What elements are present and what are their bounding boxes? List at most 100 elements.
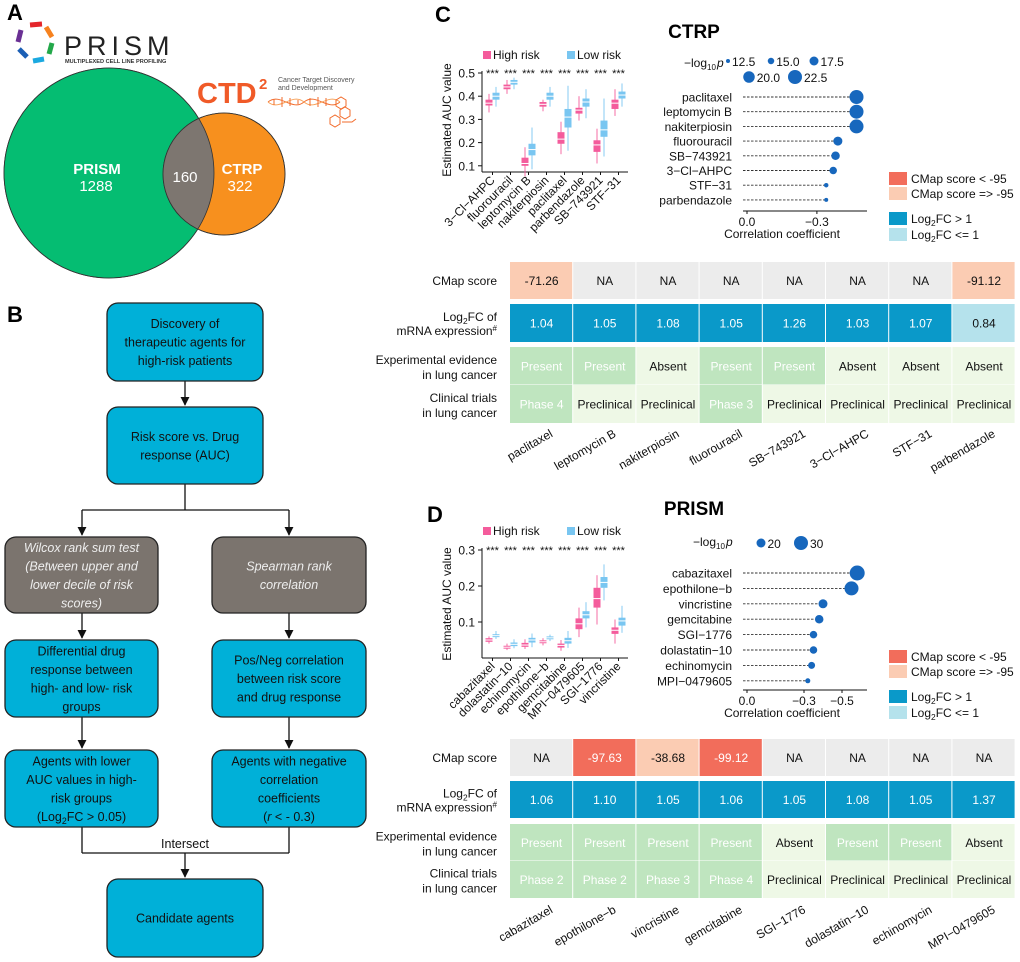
dotplot-drug-label: paclitaxel	[682, 91, 732, 105]
table-cell-evidence	[889, 824, 952, 861]
table-cell-trials-value: Preclinical	[957, 398, 1012, 412]
flow-node-text: coefficients	[258, 791, 320, 805]
table-cell-trials-value: Phase 4	[520, 398, 564, 412]
text-part: < - 0.3)	[271, 810, 314, 824]
box-low-risk	[546, 86, 554, 107]
dotplot-point	[829, 166, 837, 175]
dotplot-drug-label: SGI−1776	[678, 628, 733, 642]
table-cell-trials-value: Preclinical	[767, 873, 822, 887]
flow-node-pos-neg-correlation: Pos/Neg correlation between risk score and…	[211, 639, 367, 718]
y-tick-label: 0.2	[458, 580, 475, 594]
size-legend-label: 12.5	[732, 55, 756, 69]
table-cell-trials	[889, 385, 952, 423]
dotplot-drug-label: cabazitaxel	[672, 567, 732, 581]
dotplot-point	[849, 565, 865, 581]
dotplot-drug-label: dolastatin−10	[660, 644, 732, 658]
size-legend-dot	[743, 71, 755, 83]
significance-stars: ***	[540, 545, 554, 557]
table-cell-log2fc	[573, 781, 636, 818]
table-cell-cmap-value: NA	[786, 751, 803, 765]
box-high-risk	[485, 93, 493, 113]
table-cell-evidence-value: Absent	[776, 836, 814, 850]
flow-node-wilcox-rank-sum-test: Wilcox rank sum test (Between upper and lo…	[4, 536, 159, 614]
y-tick-label: 0.2	[458, 136, 475, 150]
row-label-log2fc: Log2FC of	[443, 787, 498, 803]
table-cell-cmap	[762, 739, 825, 776]
dotplot-drug-label: epothilone−b	[663, 582, 732, 596]
table-column-drug-label: vincristine	[628, 902, 681, 941]
venn-circle-prism-outline	[3, 67, 215, 279]
table-cell-cmap	[510, 739, 573, 776]
table-cell-evidence	[826, 824, 889, 861]
box-low-risk	[510, 77, 518, 90]
table-cell-log2fc	[889, 781, 952, 818]
correlation-dotplot-c: −log10p 12.5 15.0 17.5 20.0 22.5 paclitaxellep…	[659, 55, 867, 241]
dna-helix-icon	[267, 96, 357, 128]
table-cell-cmap-value: -71.26	[525, 274, 559, 288]
color-legend-swatch	[889, 706, 907, 719]
table-column-drug-label: gemcitabine	[682, 902, 745, 947]
significance-stars: ***	[612, 68, 626, 80]
box-low-risk	[528, 633, 536, 648]
color-legend-label: Log2FC > 1	[911, 212, 972, 228]
subscript: 10	[707, 63, 716, 72]
table-cell-log2fc	[952, 304, 1015, 342]
table-cell-log2fc-value: 1.06	[720, 793, 744, 807]
size-legend-label: 15.0	[776, 55, 800, 69]
color-legend-label: CMap score < -95	[911, 172, 1007, 186]
table-cell-trials	[762, 861, 825, 898]
table-cell-trials-value: Preclinical	[893, 398, 948, 412]
flow-node-text: Agents with lower	[33, 754, 131, 768]
box-low-risk	[618, 83, 626, 107]
table-cell-trials-value: Preclinical	[641, 398, 696, 412]
box-iqr	[575, 107, 583, 114]
text-part: Log	[911, 690, 931, 704]
prism-logo: PRISM MULTIPLEXED CELL LINE PROFILING	[15, 21, 170, 65]
flow-node-text: Agents with negative	[231, 754, 346, 768]
table-cell-evidence-value: Present	[584, 360, 626, 374]
correlation-dotplot-d: −log10p 20 30 cabazitaxelepothilone−bvincri…	[657, 535, 867, 720]
flow-node-text: and drug response	[237, 691, 341, 705]
table-cell-cmap	[510, 262, 573, 299]
table-column-drug-label: SB−743921	[746, 426, 808, 470]
table-cell-log2fc-value: 1.08	[656, 317, 680, 331]
table-cell-log2fc-value: 0.84	[972, 317, 996, 331]
table-cell-evidence	[762, 824, 825, 861]
size-legend-title: −log10p	[684, 56, 724, 72]
table-cell-log2fc	[762, 781, 825, 818]
table-cell-evidence-value: Present	[521, 836, 563, 850]
row-label-cmap-score: CMap score	[432, 751, 497, 765]
box-low-risk	[564, 85, 572, 151]
flow-node-text: Pos/Neg correlation	[234, 654, 344, 668]
flow-node-text: response between	[30, 663, 132, 677]
row-label-evidence: Experimental evidence	[376, 353, 498, 367]
table-cell-evidence-value: Absent	[965, 836, 1003, 850]
table-cell-trials	[573, 861, 636, 898]
table-column-drug-label: STF−31	[890, 426, 935, 460]
table-cell-trials-value: Phase 2	[583, 873, 627, 887]
flow-node-box	[211, 639, 367, 718]
table-cell-log2fc	[636, 781, 699, 818]
panel-b-flowchart: Intersect Discovery of therapeutic agents …	[4, 302, 367, 958]
ctd2-logo: CTD 2 Cancer Target Discovery and Develo…	[197, 76, 357, 128]
size-legend-dot	[809, 56, 819, 66]
venn-circle-ctrp-outline	[162, 112, 286, 236]
text-part: FC <= 1	[936, 228, 980, 242]
dotplot-point	[814, 614, 824, 624]
significance-stars: ***	[504, 545, 518, 557]
table-cell-trials	[510, 385, 573, 423]
text-part: FC > 0.05)	[67, 810, 126, 824]
table-cell-log2fc	[889, 304, 952, 342]
dotplot-point	[849, 90, 864, 104]
table-cell-evidence-value: Absent	[649, 360, 687, 374]
table-cell-trials	[826, 385, 889, 423]
size-legend-label: 17.5	[821, 55, 845, 69]
flow-node-text: correlation	[260, 773, 318, 787]
table-cell-cmap-value: -99.12	[714, 751, 748, 765]
table-cell-log2fc-value: 1.03	[846, 317, 870, 331]
table-cell-cmap-value: NA	[660, 274, 677, 288]
table-cell-evidence-value: Absent	[965, 360, 1003, 374]
dotplot-drug-label: fluorouracil	[673, 135, 732, 149]
table-cell-cmap	[573, 739, 636, 776]
x-axis-label: Correlation coefficient	[724, 706, 841, 720]
